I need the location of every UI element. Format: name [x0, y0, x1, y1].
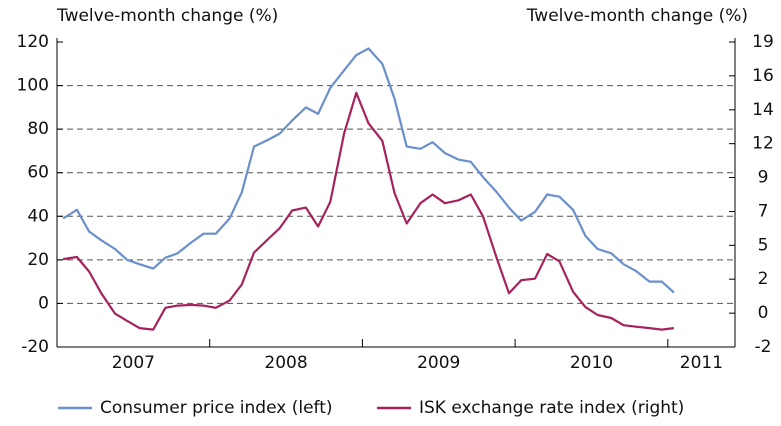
- y2-tick-label: 7: [758, 201, 769, 221]
- y2-tick-label: 12: [752, 134, 774, 154]
- y-tick-label: 20: [27, 250, 49, 270]
- y-tick-label: 40: [27, 206, 49, 226]
- y2-tick-label: 9: [758, 168, 769, 188]
- y2-axis-title: Twelve-month change (%): [526, 6, 748, 26]
- series-line: [62, 91, 675, 331]
- x-tick-label: 2011: [680, 353, 723, 373]
- legend-label: ISK exchange rate index (right): [419, 398, 684, 418]
- y2-tick-label: 2: [758, 269, 769, 289]
- y-tick-label: 60: [27, 163, 49, 183]
- x-tick-label: 2010: [570, 353, 613, 373]
- y-tick-label: 0: [38, 293, 49, 313]
- x-tick-label: 2007: [112, 353, 155, 373]
- y-tick-label: 80: [27, 119, 49, 139]
- y2-tick-label: 0: [758, 303, 769, 323]
- y2-tick-label: 19: [752, 32, 774, 52]
- y-axis-title: Twelve-month change (%): [56, 6, 278, 26]
- y2-tick-label: 14: [752, 100, 774, 120]
- y-tick-label: 100: [17, 76, 49, 96]
- y2-tick-label: 16: [752, 66, 774, 86]
- y-tick-label: -20: [21, 337, 49, 357]
- y2-tick-label: 5: [758, 235, 769, 255]
- x-tick-label: 2008: [264, 353, 307, 373]
- series-line: [62, 47, 675, 294]
- y2-tick-label: -2: [755, 337, 772, 357]
- legend-label: Consumer price index (left): [100, 398, 333, 418]
- x-tick-label: 2009: [417, 353, 460, 373]
- y-tick-label: 120: [17, 32, 49, 52]
